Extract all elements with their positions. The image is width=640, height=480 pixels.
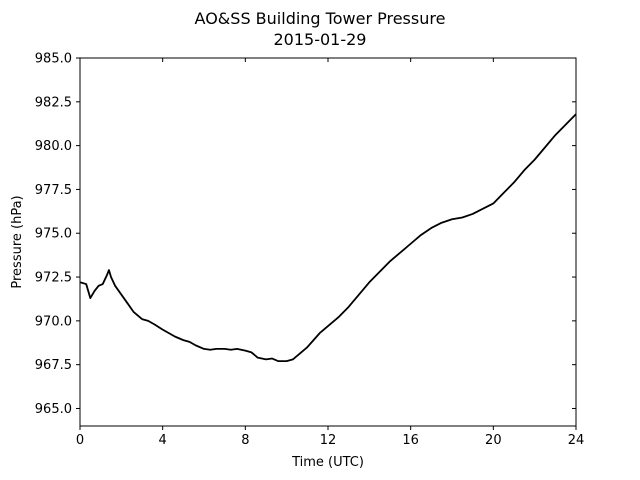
x-tick-label: 24 bbox=[568, 433, 585, 448]
y-tick-label: 985.0 bbox=[35, 52, 72, 67]
x-tick-label: 4 bbox=[159, 433, 167, 448]
y-axis: 965.0 967.5 970.0 972.5 975.0 977.5 980.0 982.5… bbox=[35, 52, 576, 417]
y-tick-label: 975.0 bbox=[35, 227, 72, 242]
y-tick-label: 972.5 bbox=[35, 271, 72, 286]
y-axis-label: Pressure (hPa) bbox=[10, 195, 25, 288]
chart-subtitle: 2015-01-29 bbox=[274, 30, 367, 49]
series-line-0 bbox=[79, 113, 577, 363]
y-tick-label: 982.5 bbox=[35, 95, 72, 110]
x-tick-label: 20 bbox=[485, 433, 502, 448]
plot-frame bbox=[79, 57, 577, 427]
y-tick-label: 970.0 bbox=[35, 314, 72, 329]
x-axis-label: Time (UTC) bbox=[291, 455, 364, 470]
y-tick-label: 965.0 bbox=[35, 402, 72, 417]
y-tick-label: 977.5 bbox=[35, 183, 72, 198]
y-tick-label: 980.0 bbox=[35, 139, 72, 154]
x-tick-label: 16 bbox=[402, 433, 419, 448]
x-tick-label: 12 bbox=[320, 433, 337, 448]
x-axis: 0 4 8 12 16 20 24 bbox=[76, 58, 584, 448]
y-tick-label: 967.5 bbox=[35, 358, 72, 373]
chart-title: AO&SS Building Tower Pressure bbox=[195, 9, 446, 28]
x-tick-label: 0 bbox=[76, 433, 84, 448]
plot-area bbox=[79, 57, 577, 427]
x-tick-label: 8 bbox=[241, 433, 249, 448]
